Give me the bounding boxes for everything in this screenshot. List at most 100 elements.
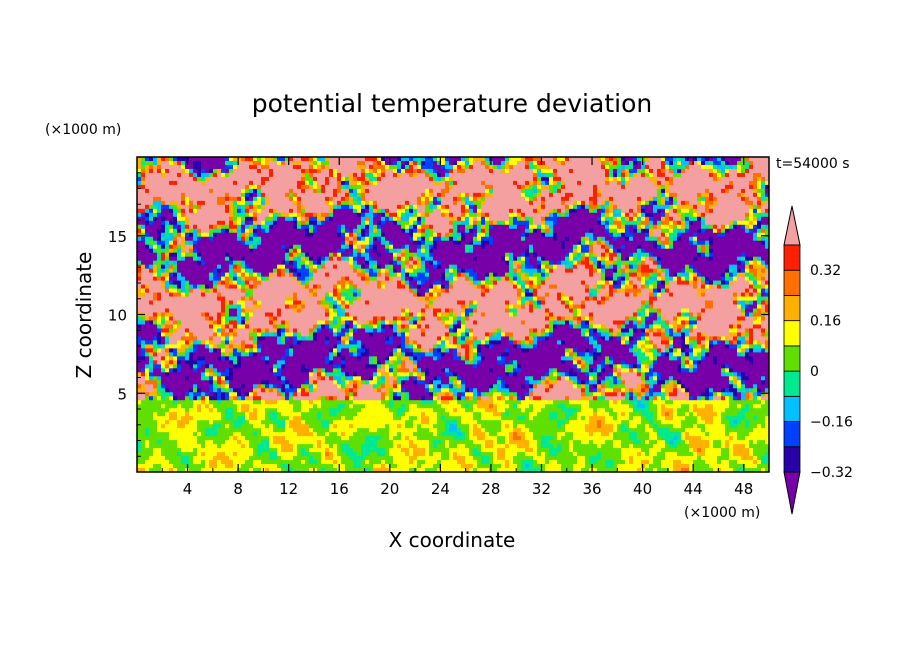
contour-cell: [541, 224, 546, 230]
contour-cell: [453, 272, 458, 278]
contour-cell: [717, 172, 722, 178]
contour-cell: [557, 184, 562, 190]
contour-cell: [181, 280, 186, 285]
contour-cell: [545, 212, 550, 218]
contour-cell: [665, 188, 670, 194]
contour-cell: [537, 208, 542, 214]
contour-cell: [765, 212, 769, 218]
contour-cell: [493, 192, 498, 198]
contour-cell: [525, 216, 530, 222]
contour-cell: [577, 236, 582, 242]
contour-cell: [325, 224, 330, 230]
contour-cell: [305, 268, 310, 274]
contour-cell: [265, 208, 270, 214]
contour-cell: [633, 240, 638, 246]
contour-cell: [625, 188, 630, 194]
contour-cell: [621, 240, 626, 246]
contour-cell: [545, 276, 550, 282]
contour-cell: [677, 260, 682, 266]
contour-cell: [241, 224, 246, 230]
contour-cell: [753, 176, 758, 182]
contour-cell: [253, 212, 258, 218]
contour-cell: [325, 196, 330, 202]
contour-cell: [193, 244, 198, 250]
contour-cell: [433, 172, 438, 178]
contour-cell: [469, 184, 474, 190]
contour-cell: [361, 232, 366, 238]
contour-cell: [569, 228, 574, 234]
contour-cell: [477, 208, 482, 214]
contour-cell: [501, 204, 506, 210]
contour-cell: [505, 236, 510, 242]
contour-cell: [649, 264, 654, 270]
contour-cell: [289, 260, 294, 266]
contour-cell: [709, 208, 714, 214]
contour-cell: [249, 252, 254, 258]
contour-cell: [757, 224, 762, 230]
contour-cell: [413, 252, 418, 258]
contour-cell: [241, 268, 246, 274]
contour-cell: [417, 168, 422, 174]
contour-cell: [165, 248, 170, 254]
contour-cell: [385, 256, 390, 262]
contour-cell: [681, 244, 686, 250]
contour-cell: [333, 220, 338, 226]
contour-cell: [265, 232, 270, 238]
contour-cell: [573, 264, 578, 270]
contour-cell: [249, 184, 254, 190]
contour-cell: [625, 200, 630, 206]
contour-cell: [729, 180, 734, 186]
contour-cell: [429, 168, 434, 174]
contour-cell: [293, 220, 298, 226]
contour-cell: [409, 260, 414, 266]
contour-cell: [613, 236, 618, 242]
contour-cell: [137, 200, 142, 206]
contour-cell: [309, 184, 314, 190]
contour-cell: [669, 252, 674, 258]
contour-cell: [601, 240, 606, 246]
contour-cell: [209, 224, 214, 230]
contour-cell: [393, 224, 398, 230]
contour-cell: [361, 160, 366, 166]
contour-cell: [697, 264, 702, 270]
contour-cell: [633, 157, 638, 162]
contour-cell: [313, 180, 318, 186]
contour-cell: [313, 236, 318, 242]
contour-cell: [437, 280, 442, 285]
contour-cell: [157, 224, 162, 230]
contour-cell: [573, 260, 578, 266]
contour-cell: [169, 180, 174, 186]
contour-cell: [141, 180, 146, 186]
contour-cell: [429, 184, 434, 190]
contour-cell: [181, 157, 186, 162]
contour-cell: [285, 272, 290, 278]
contour-cell: [693, 264, 698, 270]
contour-cell: [281, 260, 286, 266]
contour-cell: [261, 164, 266, 170]
contour-cell: [553, 220, 558, 226]
contour-cell: [317, 180, 322, 186]
contour-cell: [461, 216, 466, 222]
contour-cell: [641, 236, 646, 242]
contour-cell: [493, 224, 498, 230]
contour-cell: [717, 160, 722, 166]
contour-cell: [221, 196, 226, 202]
contour-cell: [145, 212, 150, 218]
contour-cell: [529, 196, 534, 202]
contour-cell: [749, 220, 754, 226]
contour-cell: [185, 168, 190, 174]
contour-cell: [293, 268, 298, 274]
contour-cell: [445, 260, 450, 266]
contour-cell: [665, 268, 670, 274]
contour-cell: [721, 276, 726, 282]
contour-cell: [237, 228, 242, 234]
contour-cell: [189, 176, 194, 182]
contour-cell: [217, 224, 222, 230]
contour-cell: [273, 228, 278, 234]
contour-cell: [437, 264, 442, 270]
contour-cell: [581, 176, 586, 182]
contour-cell: [261, 157, 266, 162]
contour-cell: [537, 240, 542, 246]
contour-cell: [445, 172, 450, 178]
contour-cell: [645, 192, 650, 198]
